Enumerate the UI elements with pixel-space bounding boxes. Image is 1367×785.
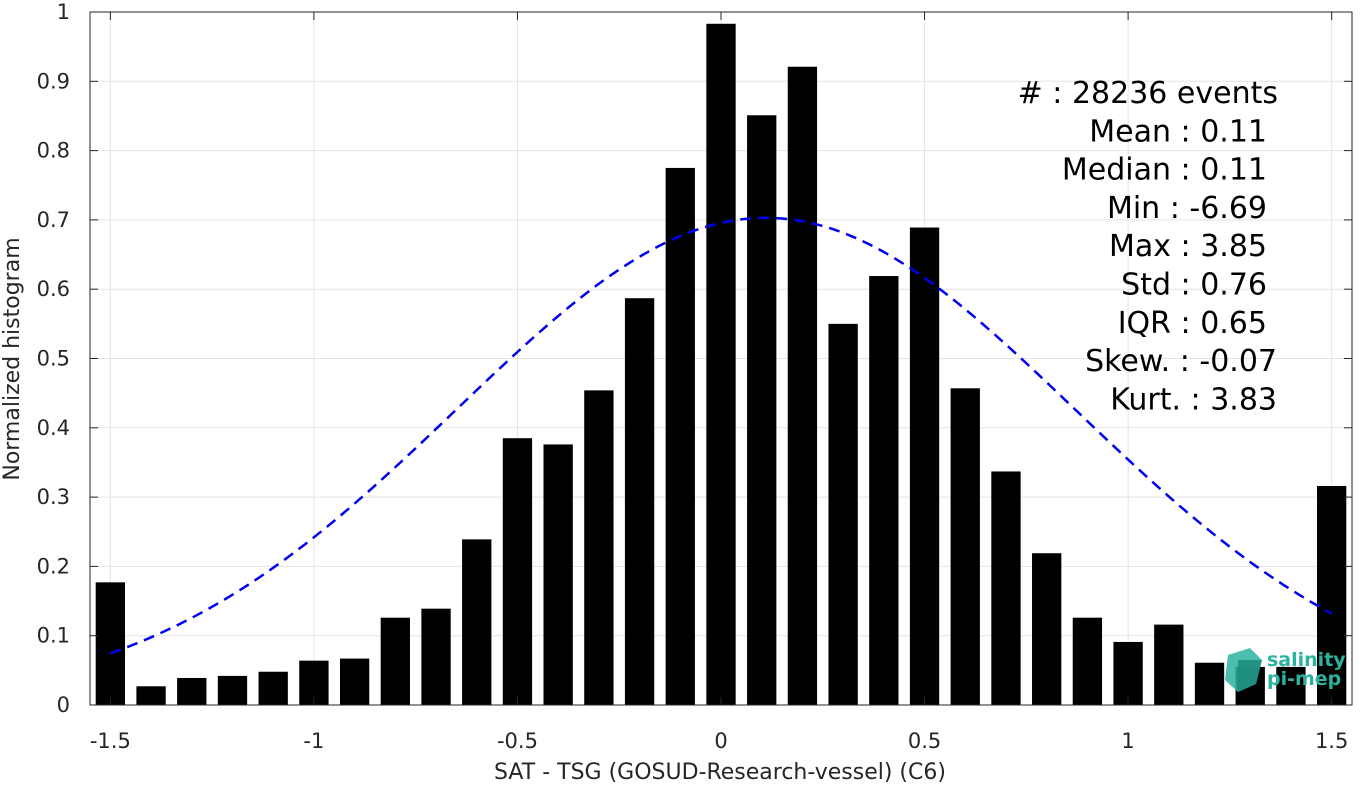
y-tick-label-5: 0.5 [37,347,70,371]
bar-7 [380,617,410,705]
bar-15 [706,23,736,705]
x-tick-label-3: 0 [714,729,727,753]
bar-12 [584,390,614,705]
y-tick-label-4: 0.4 [37,416,70,440]
stat-line-7: Skew. : -0.07 [1085,344,1277,379]
bar-21 [950,388,980,705]
bar-26 [1154,624,1184,705]
logo-text-line1: salinity [1267,649,1346,671]
bar-30 [1316,486,1347,705]
stat-line-5: Std : 0.76 [1121,268,1267,303]
y-tick-label-8: 0.8 [37,139,70,163]
stat-line-3: Min : -6.69 [1107,191,1267,226]
bar-27 [1194,662,1225,705]
y-tick-label-9: 0.9 [37,69,70,93]
bar-23 [1032,553,1062,705]
x-tick-label-5: 1 [1121,729,1134,753]
logo-text-line2: pi-mep [1267,668,1341,690]
bar-17 [787,66,818,705]
bar-14 [665,167,695,706]
salinity-pimep-logo: salinity pi-mep [1225,648,1346,692]
bar-0 [95,582,126,705]
stat-line-1: Mean : 0.11 [1089,114,1267,149]
bar-20 [909,227,940,705]
ticks [90,11,1352,706]
bar-6 [339,658,370,705]
y-tick-label-6: 0.6 [37,277,70,301]
y-tick-label-1: 0.1 [37,624,70,648]
bar-19 [869,276,899,705]
stat-line-8: Kurt. : 3.83 [1110,382,1277,417]
stat-line-2: Median : 0.11 [1062,153,1267,188]
x-tick-labels: -1.5 -1 -0.5 0 0.5 1 1.5 [90,729,1348,753]
bar-2 [177,677,207,705]
bar-18 [828,323,858,705]
y-tick-label-10: 1 [57,0,70,24]
y-tick-label-0: 0 [57,693,70,717]
y-axis-label: Normalized histogram [0,237,25,480]
bar-10 [502,438,533,705]
bar-8 [421,608,451,705]
bar-24 [1072,617,1103,705]
x-tick-label-2: -0.5 [497,729,538,753]
y-tick-label-3: 0.3 [37,485,70,509]
bars [95,23,1347,706]
bar-9 [462,539,492,705]
bar-4 [258,671,288,705]
bar-16 [747,115,777,705]
normal-fit-curve [109,216,1333,655]
bar-11 [543,444,573,705]
x-tick-label-0: -1.5 [90,729,131,753]
y-tick-label-2: 0.2 [37,554,70,578]
x-tick-label-4: 0.5 [908,729,941,753]
y-tick-label-7: 0.7 [37,208,70,232]
stat-line-4: Max : 3.85 [1109,229,1267,264]
x-axis-label: SAT - TSG (GOSUD-Research-vessel) (C6) [494,760,946,785]
stat-line-6: IQR : 0.65 [1118,306,1267,341]
bar-3 [217,675,248,705]
bar-22 [991,471,1021,705]
y-tick-labels: 0 0.1 0.2 0.3 0.4 0.5 0.6 0.7 0.8 0.9 1 [37,0,70,717]
stat-line-0: # : 28236 events [1018,76,1278,111]
x-tick-label-1: -1 [303,729,324,753]
bar-1 [136,686,166,705]
bar-25 [1113,641,1143,705]
bar-29 [1276,666,1306,705]
x-tick-label-6: 1.5 [1315,729,1348,753]
bar-13 [624,298,655,705]
logo-cube-shade-icon [1238,660,1262,692]
